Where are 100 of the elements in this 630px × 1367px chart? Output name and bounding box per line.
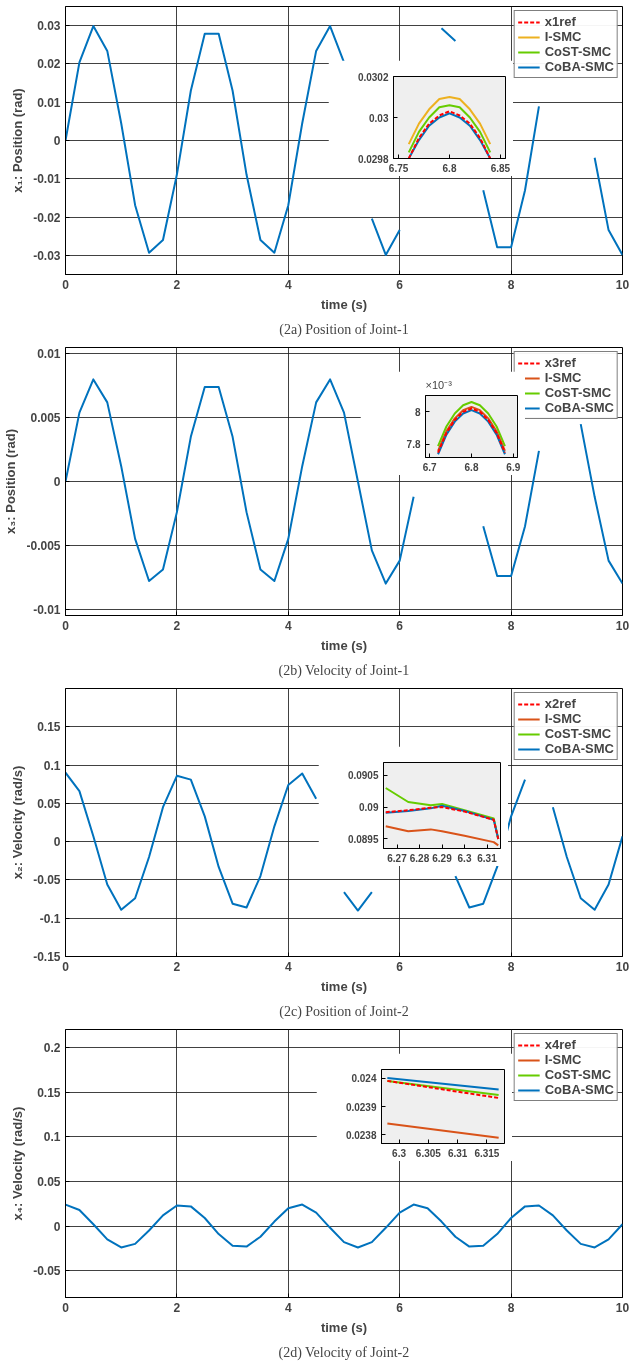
x-tick-label: 6.75 (388, 162, 409, 174)
y-tick-label: 0.05 (37, 796, 61, 811)
x-tick-label: 4 (284, 959, 292, 974)
legend-label: x2ref (544, 696, 576, 711)
y-axis-title: x₂: Velocity (rad/s) (10, 765, 26, 880)
x-tick-label: 6.8 (442, 162, 457, 174)
y-tick-label: 0 (53, 134, 61, 148)
y-tick-label: 0.15 (37, 720, 61, 735)
legend-label: CoBA-SMC (544, 59, 614, 74)
x-tick-label: 6.315 (474, 1147, 500, 1159)
text: (2c) Position of Joint-2 (279, 1003, 409, 1020)
x-tick-label: 4 (284, 277, 292, 292)
legend-label: x3ref (544, 355, 576, 370)
y-tick-label: -0.15 (33, 950, 61, 964)
legend-label: x1ref (544, 14, 576, 29)
x-tick-label: 6.7 (422, 461, 438, 473)
legend-label: CoST-SMC (544, 44, 612, 59)
y-tick-label: 7.8 (406, 439, 421, 451)
x-tick-label: 6.3 (457, 852, 472, 864)
x-axis-title: time (s) (320, 637, 368, 653)
legend-label: CoBA-SMC (544, 741, 614, 756)
y-tick-label: 0.01 (37, 347, 61, 362)
x-tick-label: 6.85 (490, 162, 511, 174)
legend-label: CoST-SMC (544, 385, 612, 400)
x-tick-label: 6 (396, 959, 404, 974)
y-tick-label: 0.0302 (357, 71, 389, 83)
y-tick-label: 0.03 (369, 112, 389, 124)
y-tick-label: 0.01 (37, 95, 61, 110)
x-tick-label: 6.31 (447, 1147, 468, 1159)
text: (2d) Velocity of Joint-2 (278, 1344, 410, 1361)
x-tick-label: 6.27 (387, 852, 408, 864)
x-tick-label: 6.3 (392, 1147, 407, 1159)
x-tick-label: 8 (507, 277, 515, 292)
line-series (407, 96, 492, 146)
x-tick-label: 6.8 (464, 461, 479, 473)
y-tick-label: -0.02 (33, 210, 61, 225)
legend-label: CoST-SMC (544, 726, 612, 741)
x-tick-label: 10 (615, 1300, 630, 1315)
y-axis-title: x₃: Position (rad) (3, 429, 19, 534)
y-tick-label: 0 (53, 1219, 61, 1234)
x-axis-title: time (s) (320, 978, 368, 994)
legend-label: CoST-SMC (544, 1067, 612, 1082)
y-tick-label: 0.15 (37, 1085, 61, 1100)
y-tick-label: 0.09 (359, 802, 379, 814)
x-axis-title: time (s) (320, 1319, 368, 1335)
y-tick-label: 0.0895 (347, 833, 379, 845)
y-tick-label: -0.1 (39, 911, 61, 926)
x-tick-label: 2 (173, 1300, 181, 1315)
y-tick-label: -0.05 (33, 1264, 61, 1279)
x-tick-label: 10 (615, 959, 630, 974)
x-tick-label: 6 (396, 618, 404, 633)
y-tick-label: -0.05 (33, 873, 61, 888)
y-tick-label: 0 (53, 475, 61, 489)
y-tick-label: -0.005 (26, 538, 61, 553)
x-tick-label: 4 (284, 1300, 292, 1315)
y-tick-label: 0.0298 (357, 153, 389, 165)
x-tick-label: 6.9 (506, 461, 521, 473)
x-tick-label: 8 (507, 959, 515, 974)
x-tick-label: 10 (615, 618, 630, 633)
y-tick-label: 0.024 (351, 1073, 377, 1085)
legend-label: I-SMC (544, 711, 582, 726)
y-axis-title: x₁: Position (rad) (10, 88, 26, 193)
x-tick-label: 4 (284, 618, 292, 633)
x-tick-label: 2 (173, 277, 181, 292)
y-tick-label: -0.01 (33, 172, 61, 187)
y-tick-label: 0.1 (43, 1130, 61, 1145)
line-series (65, 1203, 623, 1249)
x-tick-label: 6 (396, 277, 404, 292)
y-tick-label: 0.005 (30, 411, 61, 426)
y-tick-label: 0.0905 (347, 770, 379, 782)
text: (2b) Velocity of Joint-1 (278, 662, 410, 679)
y-tick-label: -0.01 (33, 602, 61, 617)
y-tick-label: 0.0238 (345, 1129, 377, 1141)
x-tick-label: 2 (173, 618, 181, 633)
y-tick-label: 0.03 (37, 19, 61, 34)
line-series (407, 104, 492, 154)
y-tick-label: -0.03 (33, 248, 61, 263)
x-tick-label: 6.31 (477, 852, 498, 864)
x-tick-label: 8 (507, 1300, 515, 1315)
x-tick-label: 2 (173, 959, 181, 974)
y-axis-title: x₄: Velocity (rad/s) (10, 1106, 26, 1221)
legend-label: x4ref (544, 1037, 576, 1052)
x-tick-label: 10 (615, 277, 630, 292)
x-tick-label: 8 (507, 618, 515, 633)
y-tick-label: 0.0239 (345, 1101, 377, 1113)
x-tick-label: 6.305 (415, 1147, 442, 1159)
y-tick-label: 0.1 (43, 758, 61, 773)
y-tick-label: 0.2 (43, 1040, 61, 1055)
y-tick-label: 0 (53, 835, 61, 850)
legend-label: I-SMC (544, 29, 582, 44)
legend-label: CoBA-SMC (544, 400, 614, 415)
x-axis-title: time (s) (320, 296, 368, 312)
annotation: ×10⁻³ (425, 378, 453, 391)
x-tick-label: 6.28 (409, 852, 430, 864)
x-tick-label: 6.29 (432, 852, 453, 864)
y-tick-label: 0.02 (37, 57, 61, 72)
legend-label: I-SMC (544, 1052, 582, 1067)
y-tick-label: 0.05 (37, 1174, 61, 1189)
legend-label: CoBA-SMC (544, 1082, 614, 1097)
x-tick-label: 6 (396, 1300, 404, 1315)
